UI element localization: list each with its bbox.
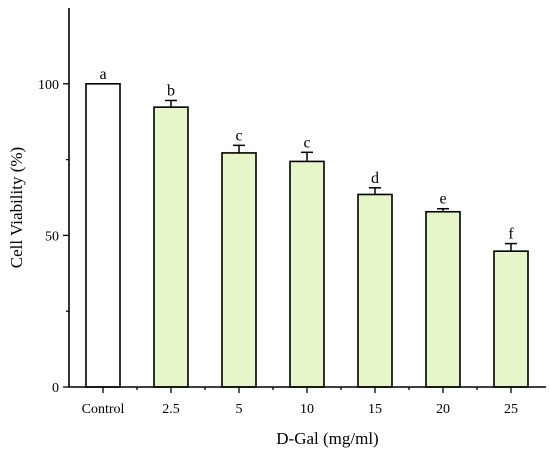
- bar: [289, 160, 325, 388]
- x-tick-label: 5: [236, 402, 243, 417]
- y-tick-label: 0: [52, 381, 59, 396]
- significance-label: c: [303, 134, 310, 151]
- bar: [425, 210, 461, 388]
- bar: [221, 152, 257, 388]
- y-tick-label: 100: [38, 78, 59, 93]
- significance-label: e: [439, 191, 446, 208]
- x-tick-label: 2.5: [162, 402, 180, 417]
- bars-layer: a b c c d e f: [85, 66, 529, 388]
- x-tick-label: 20: [436, 402, 450, 417]
- ticks-layer: 0 50 100 Control 2.5 5 10 15 20 25: [38, 78, 518, 417]
- bar: [153, 106, 189, 388]
- y-axis-title: Cell Viability (%): [7, 147, 26, 268]
- significance-label: a: [99, 66, 106, 83]
- significance-label: d: [371, 170, 379, 187]
- x-tick-label: Control: [82, 402, 125, 417]
- significance-label: f: [508, 226, 514, 243]
- x-tick-label: 10: [300, 402, 314, 417]
- x-tick-label: 15: [368, 402, 382, 417]
- bar: [493, 250, 529, 388]
- x-axis-title: D-Gal (mg/ml): [276, 429, 378, 448]
- significance-label: b: [167, 82, 175, 99]
- y-tick-label: 50: [45, 229, 59, 244]
- x-tick-label: 25: [504, 402, 518, 417]
- bar: [85, 83, 121, 388]
- significance-label: c: [235, 127, 242, 144]
- bar: [357, 193, 393, 388]
